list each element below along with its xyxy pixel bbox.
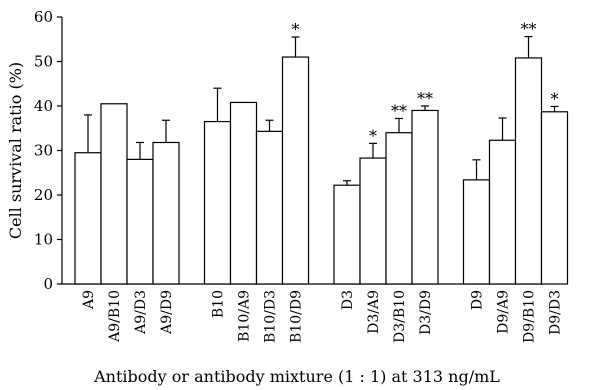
category-label: D3/D9 (418, 290, 434, 335)
bar (152, 141, 180, 285)
category-label: D3/B10 (392, 290, 408, 343)
significance-marker: * (551, 89, 559, 108)
bar (74, 152, 102, 285)
y-tick-label: 20 (34, 186, 53, 204)
category-label: D9/D3 (548, 290, 564, 335)
significance-marker: ** (521, 20, 537, 39)
category-label: A9/D3 (133, 290, 149, 335)
category-label: A9/D9 (159, 290, 175, 335)
bar (100, 103, 128, 285)
y-tick-label: 10 (34, 231, 53, 249)
y-tick-label: 60 (34, 8, 53, 26)
category-label: D3 (340, 290, 356, 310)
bar (462, 179, 491, 285)
category-label: B10/D9 (289, 290, 305, 343)
bar (411, 109, 439, 285)
significance-marker: ** (391, 101, 407, 120)
bars: ********* (74, 20, 569, 285)
category-label: A9 (81, 290, 97, 310)
category-labels: A9 A9/B10 A9/D3 A9/D9 B10 B10/A9 B10/D3 B10/D9 D… (81, 290, 564, 343)
bar (333, 184, 361, 285)
significance-marker: * (369, 126, 377, 145)
y-tick-label: 40 (34, 97, 53, 115)
y-axis-title: Cell survival ratio (%) (6, 62, 25, 239)
category-label: D9 (470, 290, 486, 310)
category-label: B10/D3 (263, 290, 279, 343)
bar (255, 130, 284, 285)
y-tick-label: 50 (34, 53, 53, 71)
bar (229, 101, 258, 285)
y-tick-label: 0 (43, 275, 53, 293)
bar (281, 56, 310, 285)
category-label: D3/A9 (366, 290, 382, 334)
bar (385, 132, 413, 285)
bar (540, 111, 569, 285)
y-tick-label: 30 (34, 142, 53, 160)
category-label: B10 (211, 290, 227, 318)
y-ticks: 0 10 20 30 40 50 60 (34, 8, 62, 293)
category-label: A9/B10 (107, 290, 123, 343)
significance-marker: ** (417, 89, 433, 108)
bar (203, 120, 232, 285)
category-label: B10/A9 (237, 290, 253, 342)
category-label: D9/A9 (496, 290, 512, 334)
x-axis-title: Antibody or antibody mixture (1 : 1) at … (93, 367, 500, 386)
bar (514, 57, 543, 285)
bar (359, 157, 387, 285)
category-label: D9/B10 (522, 290, 538, 343)
significance-marker: * (292, 20, 300, 39)
bar (488, 139, 517, 285)
bar (126, 158, 154, 285)
